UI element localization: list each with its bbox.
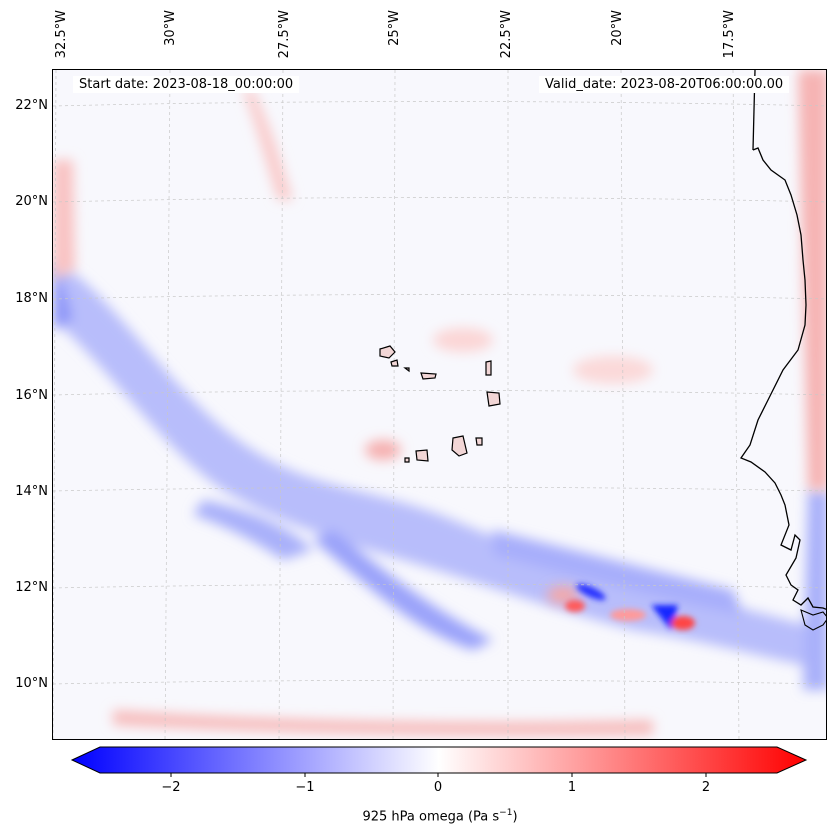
negative-omega-band [53,260,826,690]
bissagos-islands [800,609,826,631]
colorbar-tick-minus-1: −1 [295,780,315,795]
omega-field [53,70,826,739]
lat-label-16n: 16°N [15,388,48,403]
positive-omega-areas [53,70,826,736]
cape-verde-islands [379,345,501,463]
lat-label-10n: 10°N [15,676,48,691]
lon-label-25w: 25°W [387,10,402,46]
lon-label-22.5w: 22.5°W [499,10,514,59]
lat-label-18n: 18°N [15,291,48,306]
lon-label-30w: 30°W [163,10,178,46]
valid-date-label: Valid_date: 2023-08-20T06:00:00.00 [539,76,790,93]
lon-label-17.5w: 17.5°W [722,10,737,59]
africa-coastline [740,147,826,610]
graticule [53,70,826,739]
intense-omega-features [565,583,695,630]
lon-label-27.5w: 27.5°W [277,10,292,59]
lat-label-22n: 22°N [15,98,48,113]
lon-label-32.5w: 32.5°W [54,10,69,59]
colorbar [70,746,808,777]
colorbar-tick-0: 0 [433,780,443,795]
colorbar-tick-1: 1 [567,780,577,795]
colorbar-label: 925 hPa omega (Pa s−1) [362,808,518,825]
lat-label-14n: 14°N [15,484,48,499]
lon-label-20w: 20°W [610,10,625,46]
map-panel [52,69,827,740]
colorbar-tick-2: 2 [701,780,711,795]
lat-label-12n: 12°N [15,580,48,595]
lat-label-20n: 20°N [15,194,48,209]
colorbar-tick-minus-2: −2 [161,780,181,795]
start-date-label: Start date: 2023-08-18_00:00:00 [73,76,300,93]
